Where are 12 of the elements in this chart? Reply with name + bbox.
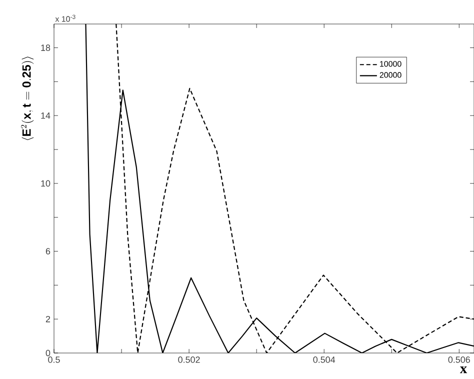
x-tick-label: 0.506: [448, 356, 470, 363]
x-tick-label: 0.5: [48, 356, 60, 363]
y-axis-title: $\left\langle \mathbf{E}^{2}(\mathbf{x}, \mathbf{t}=\mathbf{0.25})\right\rangle$: [21, 56, 34, 140]
y-tick-label: 14: [41, 112, 50, 119]
y-tick-label: 10: [41, 180, 50, 187]
x-tick-label: 0.502: [178, 356, 200, 363]
y-tick-label: 0: [46, 350, 50, 356]
y-tick-label: 6: [46, 248, 50, 254]
y-tick-label: 2: [46, 316, 50, 322]
x-tick-label: 0.504: [313, 356, 336, 363]
x-axis-title: x: [460, 366, 468, 374]
y-tick-label: 18: [41, 44, 50, 51]
